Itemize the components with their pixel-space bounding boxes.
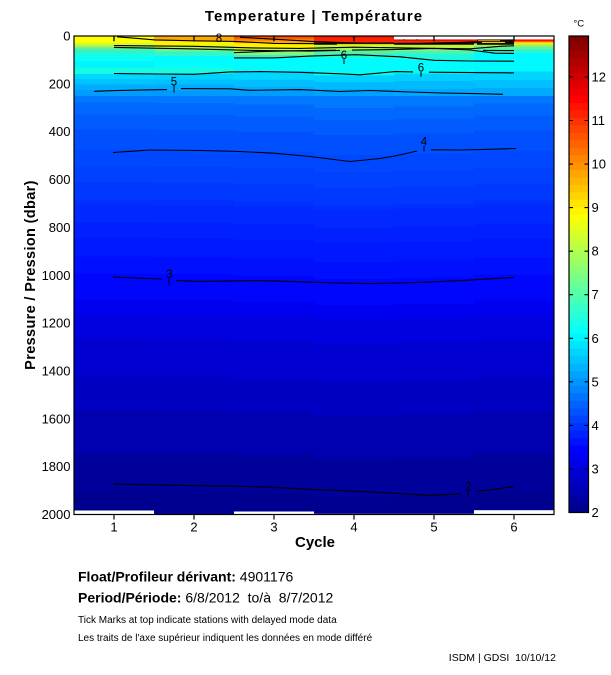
svg-text:4: 4 — [592, 418, 599, 433]
svg-text:400: 400 — [49, 124, 71, 139]
svg-text:600: 600 — [49, 172, 71, 187]
svg-text:6: 6 — [592, 331, 599, 346]
svg-text:Period/Période: 6/8/2012 to/à: Period/Période: 6/8/2012 to/à 8/7/2012 — [78, 590, 333, 606]
svg-text:Temperature | Température: Temperature | Température — [205, 8, 423, 25]
svg-text:2: 2 — [190, 520, 197, 535]
svg-text:2: 2 — [592, 505, 599, 520]
svg-text:4: 4 — [421, 137, 428, 149]
svg-text:5: 5 — [171, 76, 177, 88]
svg-text:8: 8 — [592, 244, 599, 259]
svg-text:2: 2 — [465, 482, 471, 494]
svg-text:3: 3 — [270, 520, 277, 535]
svg-text:800: 800 — [49, 220, 71, 235]
svg-text:5: 5 — [592, 374, 599, 389]
svg-text:12: 12 — [592, 69, 606, 84]
svg-text:1600: 1600 — [42, 411, 71, 426]
svg-text:1800: 1800 — [42, 459, 71, 474]
svg-text:8: 8 — [216, 33, 222, 45]
svg-text:11: 11 — [592, 113, 606, 128]
svg-text:7: 7 — [592, 287, 599, 302]
svg-text:3: 3 — [592, 461, 599, 476]
svg-text:°C: °C — [574, 19, 585, 30]
svg-text:6: 6 — [341, 50, 347, 62]
svg-text:Les traits de l'axe supérieur: Les traits de l'axe supérieur indiquent … — [78, 633, 373, 644]
svg-text:1000: 1000 — [42, 268, 71, 283]
svg-text:1400: 1400 — [42, 363, 71, 378]
svg-text:Pressure / Pression (dbar): Pressure / Pression (dbar) — [23, 180, 39, 370]
svg-text:0: 0 — [63, 29, 70, 44]
svg-text:5: 5 — [430, 520, 437, 535]
svg-text:9: 9 — [592, 200, 599, 215]
svg-text:Tick Marks at top indicate sta: Tick Marks at top indicate stations with… — [78, 615, 337, 626]
svg-text:3: 3 — [166, 269, 172, 281]
svg-text:6: 6 — [510, 520, 517, 535]
svg-text:4: 4 — [350, 520, 357, 535]
svg-text:1: 1 — [110, 520, 117, 535]
svg-text:10: 10 — [592, 157, 606, 172]
svg-text:Cycle: Cycle — [295, 534, 335, 551]
svg-text:Float/Profileur dérivant: 4901: Float/Profileur dérivant: 4901176 — [78, 569, 293, 585]
svg-text:200: 200 — [49, 76, 71, 91]
svg-text:ISDM | GDSI 10/10/12: ISDM | GDSI 10/10/12 — [449, 652, 556, 664]
svg-text:6: 6 — [418, 62, 424, 74]
svg-text:1200: 1200 — [42, 316, 71, 331]
svg-text:2000: 2000 — [42, 507, 71, 522]
